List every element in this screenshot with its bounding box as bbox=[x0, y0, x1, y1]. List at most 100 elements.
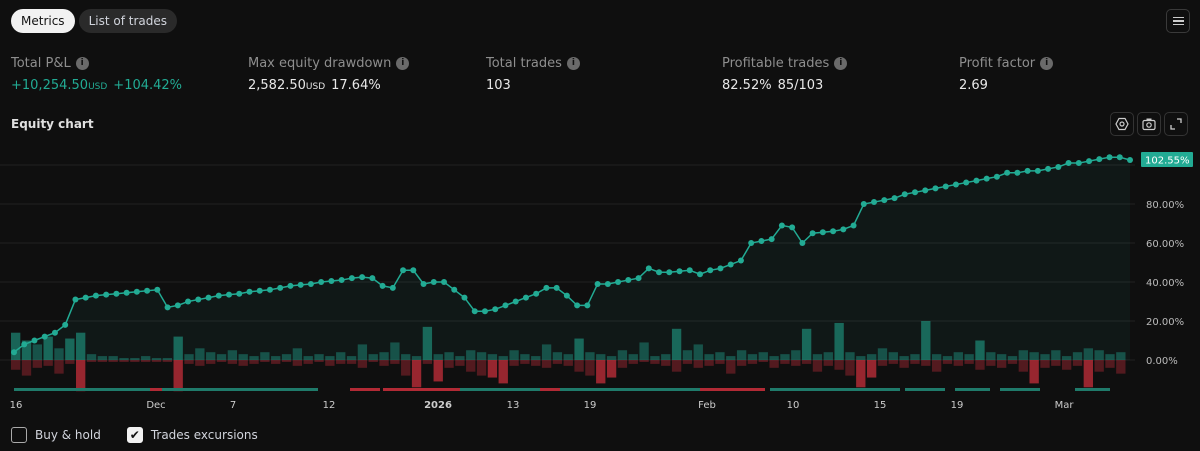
runup-bar bbox=[455, 356, 465, 360]
drawdown-bar bbox=[476, 360, 487, 376]
drawdown-bar bbox=[1061, 360, 1072, 370]
tab-list-of-trades[interactable]: List of trades bbox=[78, 9, 177, 33]
equity-point bbox=[1096, 156, 1103, 163]
equity-point bbox=[778, 222, 785, 229]
screenshot-button[interactable] bbox=[1137, 112, 1161, 136]
settings-button[interactable] bbox=[1110, 112, 1134, 136]
runup-bar bbox=[877, 348, 888, 360]
drawdown-bar bbox=[379, 360, 389, 366]
runup-bar bbox=[682, 350, 693, 360]
runup-bar bbox=[704, 354, 714, 360]
drawdown-bar bbox=[86, 360, 97, 362]
equity-point bbox=[881, 197, 888, 204]
drawdown-bar bbox=[325, 360, 335, 366]
runup-bar bbox=[520, 354, 530, 360]
drawdown-bar bbox=[1007, 360, 1018, 364]
metric-extra: 85/103 bbox=[777, 78, 824, 93]
equity-point bbox=[215, 292, 222, 299]
drawdown-bar bbox=[758, 360, 768, 362]
equity-point bbox=[400, 267, 407, 274]
equity-point bbox=[471, 308, 478, 315]
menu-button[interactable] bbox=[1166, 9, 1190, 33]
runup-bar bbox=[141, 356, 151, 360]
metric-3: Profitable trades i 82.52% 85/103 bbox=[722, 56, 848, 93]
camera-icon bbox=[1142, 118, 1156, 131]
runup-bar bbox=[899, 356, 909, 360]
drawdown-bar bbox=[1083, 360, 1093, 388]
equity-point bbox=[307, 280, 314, 287]
drawdown-bar bbox=[953, 360, 963, 366]
info-icon[interactable]: i bbox=[566, 57, 580, 70]
info-icon[interactable]: i bbox=[75, 57, 89, 70]
equity-point bbox=[195, 296, 202, 303]
runup-bar bbox=[1007, 356, 1018, 360]
runup-bar bbox=[823, 352, 833, 360]
runup-bar bbox=[552, 352, 563, 360]
runup-bar bbox=[531, 356, 541, 360]
drawdown-bar bbox=[151, 360, 162, 362]
equity-point bbox=[522, 294, 529, 301]
drawdown-bar bbox=[769, 360, 779, 368]
runup-bar bbox=[466, 350, 476, 360]
drawdown-bar bbox=[130, 360, 140, 362]
runup-bar bbox=[379, 352, 389, 360]
runup-bar bbox=[43, 336, 53, 360]
info-icon[interactable]: i bbox=[396, 57, 410, 70]
trades-excursions-checkbox[interactable]: ✔ Trades excursions bbox=[126, 427, 258, 443]
runup-bar bbox=[1116, 352, 1126, 360]
equity-point bbox=[696, 271, 703, 278]
drawdown-bar bbox=[531, 360, 541, 366]
drawdown-bar bbox=[736, 360, 747, 366]
equity-point bbox=[236, 290, 243, 297]
info-icon[interactable]: i bbox=[1040, 57, 1054, 70]
trade-duration-bar bbox=[150, 388, 162, 391]
tab-metrics[interactable]: Metrics bbox=[11, 9, 75, 33]
runup-bar bbox=[271, 356, 281, 360]
runup-bar bbox=[596, 354, 606, 360]
runup-bar bbox=[769, 356, 779, 360]
equity-point bbox=[983, 175, 990, 182]
drawdown-bar bbox=[357, 360, 368, 368]
equity-point bbox=[430, 279, 437, 285]
drawdown-bar bbox=[877, 360, 888, 366]
equity-point bbox=[410, 267, 417, 274]
info-icon[interactable]: i bbox=[834, 57, 848, 70]
runup-bar bbox=[996, 354, 1007, 360]
runup-bar bbox=[845, 352, 855, 360]
equity-point bbox=[62, 321, 69, 328]
checkmark-icon: ✔ bbox=[126, 427, 143, 443]
fullscreen-button[interactable] bbox=[1164, 112, 1188, 136]
runup-bar bbox=[509, 350, 519, 360]
metric-value: +10,254.50 bbox=[11, 78, 89, 93]
drawdown-bar bbox=[76, 360, 86, 392]
drawdown-bar bbox=[401, 360, 411, 376]
runup-bar bbox=[260, 352, 270, 360]
equity-point bbox=[625, 277, 632, 284]
runup-bar bbox=[921, 321, 931, 360]
drawdown-bar bbox=[964, 360, 974, 364]
metric-extra: 17.64% bbox=[331, 78, 381, 93]
runup-bar bbox=[54, 348, 64, 360]
metric-2: Total trades i 103 bbox=[486, 56, 580, 93]
runup-bar bbox=[314, 354, 324, 360]
drawdown-bar bbox=[206, 360, 216, 364]
drawdown-bar bbox=[996, 360, 1007, 368]
buy-hold-checkbox[interactable]: Buy & hold bbox=[11, 427, 101, 443]
drawdown-bar bbox=[195, 360, 205, 366]
drawdown-bar bbox=[1040, 360, 1050, 368]
runup-bar bbox=[791, 350, 801, 360]
runup-bar bbox=[487, 354, 498, 360]
drawdown-bar bbox=[628, 360, 638, 364]
x-tick-label: 13 bbox=[507, 400, 520, 411]
runup-bar bbox=[151, 358, 162, 360]
metric-unit: USD bbox=[305, 82, 326, 92]
metric-extra: +104.42% bbox=[113, 78, 183, 93]
drawdown-bar bbox=[11, 360, 21, 370]
metric-0: Total P&L i +10,254.50USD +104.42% bbox=[11, 56, 182, 93]
metric-label: Max equity drawdown bbox=[248, 56, 392, 71]
drawdown-bar bbox=[931, 360, 942, 372]
runup-bar bbox=[910, 354, 920, 360]
equity-point bbox=[328, 278, 335, 285]
menu-icon bbox=[1172, 16, 1184, 19]
runup-bar bbox=[812, 354, 823, 360]
